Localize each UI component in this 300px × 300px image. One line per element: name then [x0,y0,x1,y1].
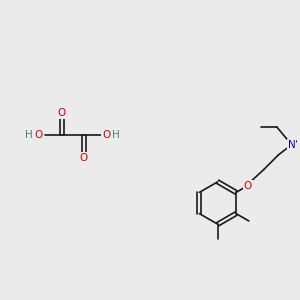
Text: O: O [243,181,252,191]
Text: O: O [58,108,66,118]
Text: O: O [35,130,43,140]
Text: N: N [288,140,296,150]
Text: O: O [102,130,110,140]
Text: H: H [26,130,33,140]
Text: H: H [112,130,120,140]
Text: O: O [80,153,88,163]
